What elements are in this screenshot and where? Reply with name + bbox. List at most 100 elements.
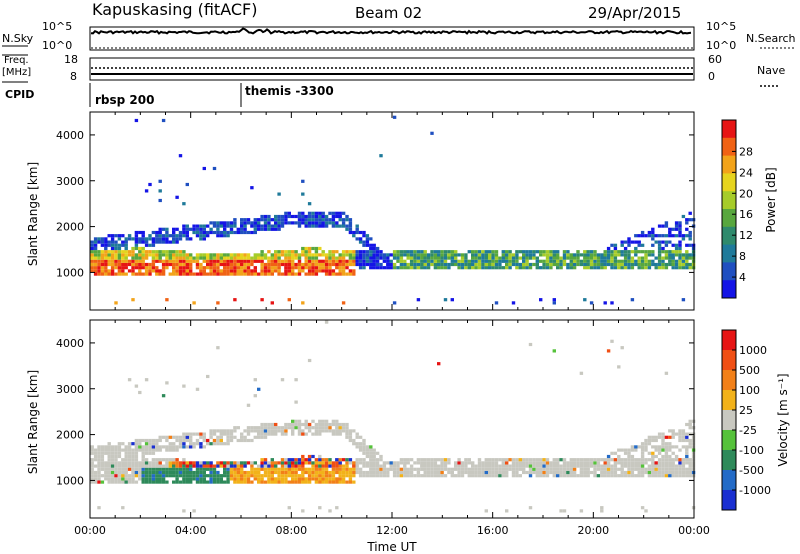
velocity-cell xyxy=(277,461,281,465)
power-cell xyxy=(212,224,217,228)
velocity-cell xyxy=(406,470,410,475)
power-cell xyxy=(668,253,672,257)
power-cell xyxy=(566,266,570,270)
velocity-cell xyxy=(671,467,675,471)
velocity-cell xyxy=(657,451,662,455)
power-cell xyxy=(274,221,278,225)
velocity-cell xyxy=(668,442,672,446)
velocity-cell xyxy=(209,474,213,478)
power-cell xyxy=(331,218,336,222)
power-cell xyxy=(134,243,139,247)
power-cell xyxy=(314,246,319,251)
power-cell xyxy=(243,227,247,231)
power-cell xyxy=(219,256,223,260)
velocity-cell xyxy=(688,461,692,465)
power-cell xyxy=(324,262,329,267)
velocity-cell xyxy=(253,467,257,471)
power-cell xyxy=(311,214,315,219)
velocity-cell xyxy=(430,464,434,468)
velocity-cell xyxy=(318,461,322,465)
velocity-cell xyxy=(488,470,492,475)
power-cell xyxy=(284,262,288,267)
velocity-colorbar-title: Velocity [m s⁻¹] xyxy=(776,373,790,466)
power-cell xyxy=(100,266,105,270)
velocity-cell xyxy=(216,477,220,481)
velocity-cell xyxy=(212,429,217,433)
power-cell xyxy=(328,253,332,257)
power-cell xyxy=(117,269,122,273)
power-cell xyxy=(97,256,101,260)
power-cell xyxy=(223,259,227,263)
power-cell xyxy=(600,256,604,260)
velocity-cell xyxy=(226,461,230,465)
velocity-cell xyxy=(182,445,186,449)
power-cell xyxy=(382,259,387,263)
velocity-cell xyxy=(324,474,329,478)
velocity-cell xyxy=(606,474,611,478)
power-cell xyxy=(138,250,142,254)
velocity-cell xyxy=(335,480,339,484)
velocity-cell xyxy=(348,474,353,478)
power-cell xyxy=(124,237,128,241)
power-cell xyxy=(491,250,495,254)
power-cell xyxy=(304,262,308,267)
power-cell xyxy=(321,218,325,222)
power-cell xyxy=(341,256,346,260)
power-cell xyxy=(681,234,686,238)
velocity-cell xyxy=(263,426,268,430)
power-cell xyxy=(226,256,230,260)
velocity-cell xyxy=(331,467,336,471)
velocity-cell xyxy=(107,477,111,481)
velocity-cell xyxy=(138,467,142,471)
velocity-cell xyxy=(93,451,98,455)
velocity-cell xyxy=(399,474,404,478)
velocity-cell xyxy=(664,467,669,471)
power-cell xyxy=(192,256,196,260)
power-cell xyxy=(161,259,166,263)
power-cell xyxy=(138,237,142,241)
power-cell xyxy=(559,262,563,267)
power-cell xyxy=(634,253,638,257)
velocity-cell xyxy=(623,470,628,475)
power-cell xyxy=(369,266,373,270)
power-cell xyxy=(280,218,285,222)
x-axis-label: Time UT xyxy=(366,540,417,554)
power-cell xyxy=(260,253,264,257)
velocity-cell xyxy=(545,470,550,475)
power-cell xyxy=(474,266,478,270)
velocity-cell xyxy=(688,438,692,443)
velocity-cell xyxy=(552,470,556,475)
power-cell xyxy=(110,240,115,244)
velocity-cell xyxy=(134,448,139,452)
velocity-cell xyxy=(175,445,179,449)
velocity-cell xyxy=(644,438,648,443)
power-cell xyxy=(134,237,139,241)
velocity-cell xyxy=(172,442,176,446)
power-cell xyxy=(212,269,217,273)
freq-panel: Freq. [MHz] 18 8 60 0 Nave xyxy=(2,53,785,87)
velocity-cell xyxy=(318,474,322,478)
velocity-cell xyxy=(124,467,128,471)
velocity-cell xyxy=(515,461,519,465)
power-cell xyxy=(627,266,631,270)
velocity-cell xyxy=(559,467,563,471)
power-cell xyxy=(175,262,179,267)
power-cell xyxy=(341,266,346,270)
power-cell xyxy=(640,234,645,238)
power-cell xyxy=(372,262,376,267)
power-cell xyxy=(474,259,478,263)
velocity-cell xyxy=(586,474,590,478)
power-cell xyxy=(331,250,336,254)
power-cell xyxy=(450,298,454,302)
velocity-cell xyxy=(600,474,604,478)
power-cell xyxy=(318,214,322,219)
power-cell xyxy=(572,259,577,263)
power-cell xyxy=(338,218,342,222)
velocity-cell xyxy=(620,461,624,465)
power-cell xyxy=(392,253,397,257)
velocity-cell xyxy=(528,467,533,471)
velocity-cell xyxy=(637,474,641,478)
power-cell xyxy=(545,256,550,260)
power-cell xyxy=(654,266,658,270)
velocity-cell xyxy=(284,474,288,478)
